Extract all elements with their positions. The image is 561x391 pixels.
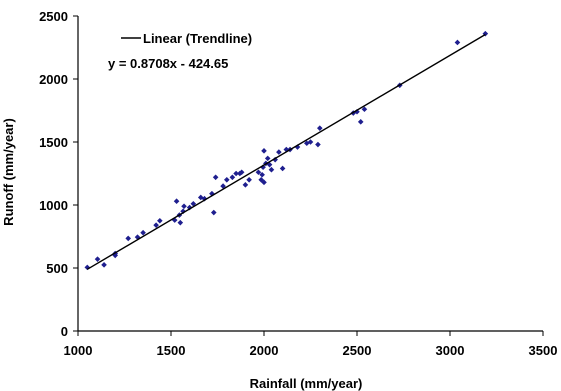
data-point xyxy=(272,156,278,163)
x-tick-label: 2000 xyxy=(250,343,279,358)
data-point xyxy=(279,165,286,172)
y-axis-title: Runoff (mm/year) xyxy=(1,118,16,226)
axes xyxy=(77,16,543,332)
data-point xyxy=(268,166,275,173)
data-point xyxy=(246,177,252,183)
data-point xyxy=(224,177,230,183)
data-point xyxy=(84,264,91,271)
data-point xyxy=(186,204,193,211)
data-point xyxy=(357,119,364,125)
data-point xyxy=(276,149,282,155)
data-point xyxy=(454,39,461,46)
x-ticks: 1000 1500 2000 2500 3000 3500 xyxy=(64,331,558,358)
data-point xyxy=(260,164,266,170)
data-point xyxy=(210,209,217,216)
data-point xyxy=(229,174,236,181)
data-point xyxy=(238,169,245,176)
equation-label: y = 0.8708x - 424.65 xyxy=(108,56,228,71)
data-point xyxy=(134,234,141,240)
x-tick-label: 1000 xyxy=(64,343,93,358)
x-tick-label: 2500 xyxy=(343,343,372,358)
y-tick-label: 500 xyxy=(46,261,68,276)
data-point xyxy=(264,155,271,162)
y-tick-label: 2000 xyxy=(39,72,68,87)
x-tick-label: 1500 xyxy=(157,343,186,358)
x-axis-title: Rainfall (mm/year) xyxy=(250,376,363,391)
data-point xyxy=(307,139,314,145)
data-point xyxy=(157,217,163,224)
data-point xyxy=(177,219,184,226)
y-tick-label: 0 xyxy=(61,324,68,339)
data-point xyxy=(125,235,132,242)
data-point xyxy=(259,171,265,178)
data-point xyxy=(140,229,146,236)
y-ticks: 0 500 1000 1500 2000 2500 xyxy=(39,9,78,339)
data-point xyxy=(233,170,239,177)
data-points xyxy=(84,30,489,271)
data-point xyxy=(294,144,301,150)
x-tick-label: 3000 xyxy=(436,343,465,358)
data-point xyxy=(317,125,323,131)
y-tick-label: 2500 xyxy=(39,9,68,24)
data-point xyxy=(201,195,208,202)
data-point xyxy=(173,198,180,205)
data-point xyxy=(212,174,219,181)
data-point xyxy=(261,148,267,154)
data-point xyxy=(315,141,321,148)
data-point xyxy=(482,30,489,37)
data-point xyxy=(101,262,107,268)
y-tick-label: 1000 xyxy=(39,198,68,213)
data-point xyxy=(261,179,267,186)
data-point xyxy=(220,183,226,189)
legend: Linear (Trendline) xyxy=(121,31,252,46)
y-tick-label: 1500 xyxy=(39,135,68,150)
data-point xyxy=(94,256,101,262)
x-tick-label: 3500 xyxy=(529,343,558,358)
data-point xyxy=(181,203,187,210)
data-point xyxy=(242,182,249,188)
data-point xyxy=(153,222,159,228)
legend-label: Linear (Trendline) xyxy=(143,31,252,46)
data-point xyxy=(255,169,262,176)
trendline xyxy=(86,33,486,270)
data-point xyxy=(258,177,265,183)
data-point xyxy=(361,106,368,113)
